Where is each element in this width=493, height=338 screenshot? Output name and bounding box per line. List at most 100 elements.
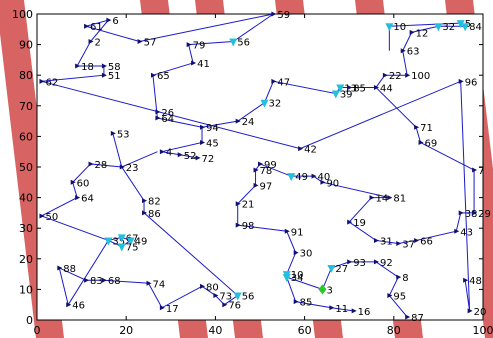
node-label: 56 bbox=[242, 292, 255, 303]
node-label: 63 bbox=[407, 47, 420, 58]
x-tick-label: 0 bbox=[34, 324, 41, 337]
node-label: 34 bbox=[291, 273, 304, 284]
node-marker bbox=[347, 219, 353, 225]
node-label: 46 bbox=[72, 301, 85, 312]
node-label: 92 bbox=[380, 258, 393, 269]
node-marker bbox=[101, 63, 107, 69]
node-label: 64 bbox=[81, 194, 94, 205]
node-label: 66 bbox=[420, 236, 433, 247]
node-label: 8 bbox=[402, 273, 408, 284]
node-label: 62 bbox=[45, 77, 58, 88]
node-marker bbox=[258, 161, 263, 167]
highlight-node-marker bbox=[287, 173, 296, 182]
node-marker bbox=[467, 308, 473, 314]
node-marker bbox=[454, 228, 460, 234]
node-marker bbox=[142, 210, 148, 216]
node-label: 21 bbox=[242, 200, 255, 211]
highlight-node-marker bbox=[104, 237, 113, 246]
node-label: 22 bbox=[389, 71, 402, 82]
start-node-marker bbox=[318, 284, 327, 295]
node-label: 11 bbox=[335, 304, 348, 315]
node-label: 30 bbox=[300, 249, 313, 260]
node-label: 7 bbox=[478, 166, 484, 177]
x-tick-label: 20 bbox=[119, 324, 133, 337]
node-marker bbox=[387, 195, 393, 201]
node-marker bbox=[405, 314, 411, 320]
node-marker bbox=[150, 72, 156, 78]
node-label: 6 bbox=[112, 16, 118, 27]
highlight-node-marker bbox=[117, 234, 126, 243]
node-label: 80 bbox=[206, 282, 219, 293]
node-marker bbox=[351, 308, 357, 314]
node-marker bbox=[369, 195, 375, 201]
node-label: 28 bbox=[95, 160, 108, 171]
node-marker bbox=[186, 42, 192, 48]
node-label: 31 bbox=[380, 236, 393, 247]
node-label: 86 bbox=[148, 209, 161, 220]
node-marker bbox=[195, 155, 201, 161]
node-label: 12 bbox=[416, 28, 429, 39]
node-label: 10 bbox=[393, 22, 406, 33]
node-label: 85 bbox=[353, 83, 366, 94]
node-marker bbox=[39, 78, 45, 84]
node-label: 96 bbox=[465, 77, 478, 88]
node-marker bbox=[70, 179, 76, 185]
node-label: 49 bbox=[135, 236, 148, 247]
node-marker bbox=[222, 302, 228, 308]
node-marker bbox=[235, 222, 241, 228]
node-label: 87 bbox=[411, 313, 424, 324]
node-label: 41 bbox=[197, 59, 210, 70]
node-label: 59 bbox=[277, 10, 290, 21]
node-marker bbox=[106, 17, 112, 23]
node-label: 19 bbox=[353, 218, 366, 229]
node-marker bbox=[400, 48, 406, 54]
node-label: 24 bbox=[242, 117, 255, 128]
node-marker bbox=[396, 274, 402, 280]
node-marker bbox=[414, 124, 420, 130]
node-marker bbox=[137, 39, 143, 45]
node-label: 51 bbox=[108, 71, 121, 82]
node-label: 39 bbox=[340, 90, 353, 101]
node-label: 68 bbox=[108, 276, 121, 287]
y-tick-label: 90 bbox=[19, 39, 33, 52]
node-marker bbox=[75, 63, 81, 69]
node-label: 18 bbox=[81, 62, 94, 73]
node-label: 61 bbox=[90, 22, 103, 33]
plot-background bbox=[37, 14, 483, 320]
route-segment-5 bbox=[286, 261, 408, 318]
node-marker bbox=[159, 305, 165, 311]
node-marker bbox=[472, 167, 478, 173]
node-label: 50 bbox=[45, 212, 58, 223]
node-label: 71 bbox=[420, 123, 433, 134]
node-label: 91 bbox=[291, 227, 304, 238]
node-label: 85 bbox=[300, 298, 313, 309]
node-marker bbox=[458, 210, 464, 216]
node-label: 90 bbox=[326, 178, 339, 189]
node-label: 20 bbox=[474, 307, 487, 318]
node-label: 3 bbox=[326, 285, 332, 296]
node-label: 2 bbox=[95, 38, 101, 49]
node-label: 29 bbox=[478, 209, 491, 220]
node-label: 79 bbox=[193, 41, 206, 52]
node-label: 44 bbox=[380, 83, 393, 94]
node-label: 65 bbox=[157, 71, 170, 82]
node-label: 43 bbox=[460, 227, 473, 238]
node-marker bbox=[200, 124, 206, 130]
axes: 0 20 40 60 80 100 0 10 20 30 40 50 60 70 80 90 100 bbox=[12, 8, 493, 337]
node-marker bbox=[418, 140, 424, 146]
node-marker bbox=[177, 152, 183, 158]
highlight-node-marker bbox=[126, 237, 135, 246]
node-label: 10 bbox=[291, 270, 304, 281]
node-marker bbox=[213, 293, 219, 299]
node-marker bbox=[235, 201, 241, 207]
y-tick-label: 40 bbox=[19, 192, 33, 205]
node-marker bbox=[463, 277, 469, 283]
node-label: 38 bbox=[465, 209, 478, 220]
node-label: 27 bbox=[335, 264, 348, 275]
node-label: 83 bbox=[90, 276, 103, 287]
node-label: 97 bbox=[260, 181, 273, 192]
y-tick-label: 10 bbox=[19, 283, 33, 296]
node-marker bbox=[84, 23, 90, 29]
node-marker bbox=[373, 84, 379, 90]
